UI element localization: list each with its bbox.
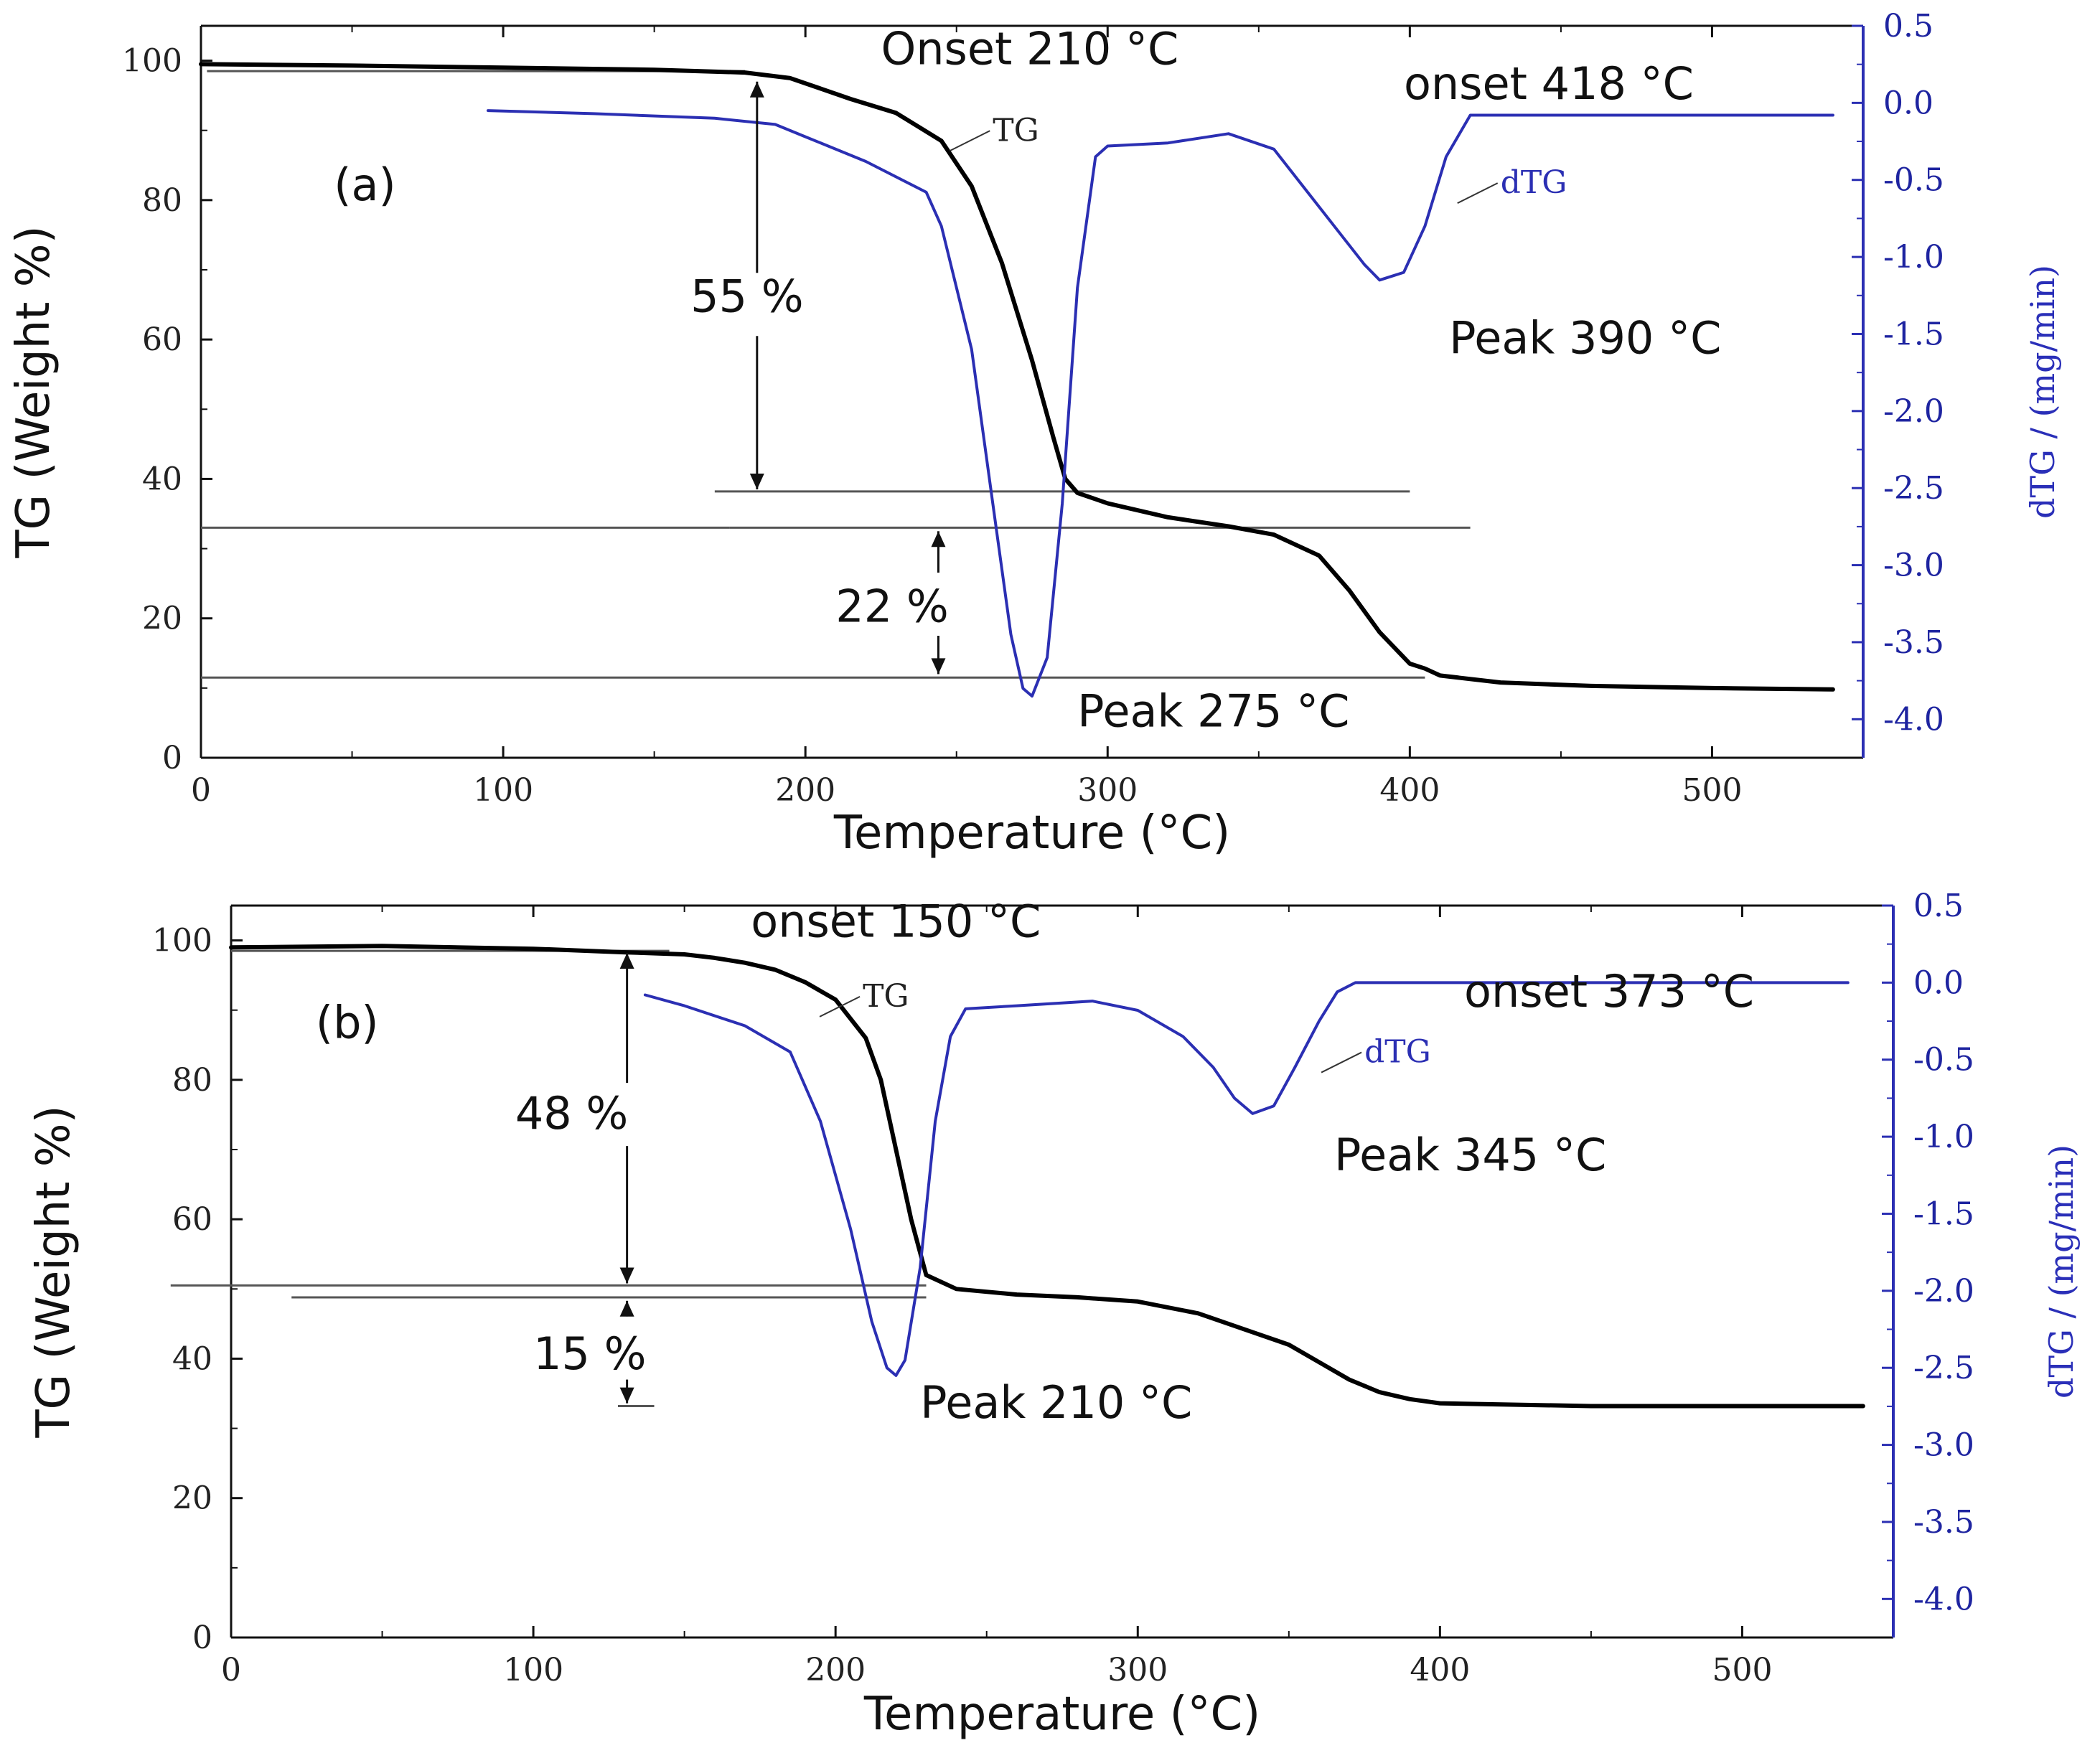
y-tick-label: 20 <box>172 1480 212 1517</box>
y-axis-title: TG (Weight %) <box>27 1105 80 1438</box>
y-tick-label: 100 <box>152 923 212 959</box>
y2-axis-title: dTG / (mg/min) <box>2023 265 2062 519</box>
y2-tick-label: -0.5 <box>1913 1042 1974 1079</box>
y2-tick-label: 0.5 <box>1913 888 1964 924</box>
annotation: onset 150 °C <box>751 896 1041 948</box>
x-tick-label: 200 <box>775 772 835 809</box>
x-tick-label: 0 <box>191 772 211 809</box>
y-tick-label: 80 <box>142 182 182 219</box>
y2-tick-label: -3.0 <box>1913 1427 1974 1464</box>
double-arrow <box>931 531 946 675</box>
annotation: 48 % <box>515 1087 629 1140</box>
arrow-head-end <box>931 658 946 675</box>
x-tick-label: 200 <box>805 1652 866 1688</box>
y2-tick-label: -2.5 <box>1883 470 1944 507</box>
annotation: Peak 345 °C <box>1334 1129 1606 1181</box>
annotation: (a) <box>334 159 395 211</box>
tg-label: TG <box>863 978 909 1015</box>
tg-curve <box>199 62 1835 692</box>
arrow-head-start <box>619 1300 634 1317</box>
label-leader <box>949 130 990 152</box>
tg-curve <box>229 944 1865 1409</box>
x-tick-label: 0 <box>221 1652 241 1688</box>
y2-tick-label: -2.0 <box>1913 1273 1974 1310</box>
label-leader <box>1457 182 1499 205</box>
annotation: Peak 210 °C <box>920 1376 1192 1429</box>
double-arrow <box>619 953 634 1284</box>
y2-tick-label: 0.0 <box>1883 85 1933 121</box>
annotation: 55 % <box>690 270 804 322</box>
arrow-head-end <box>619 1387 634 1404</box>
y2-axis-title: dTG / (mg/min) <box>2042 1145 2081 1399</box>
x-tick-label: 400 <box>1379 772 1440 809</box>
y2-tick-label: -1.5 <box>1883 316 1944 352</box>
x-tick-label: 500 <box>1682 772 1742 809</box>
y2-tick-label: 0.5 <box>1883 8 1933 44</box>
y2-tick-label: -1.5 <box>1913 1195 1974 1232</box>
annotation: onset 418 °C <box>1404 57 1694 110</box>
y-tick-label: 40 <box>172 1340 212 1377</box>
y-tick-label: 20 <box>142 601 182 637</box>
y2-tick-label: -1.0 <box>1913 1119 1974 1155</box>
dtg-label: dTG <box>1364 1034 1431 1071</box>
arrow-head-end <box>749 474 764 489</box>
arrow-head-end <box>619 1267 634 1284</box>
y-tick-label: 60 <box>142 321 182 358</box>
dtg-curve <box>643 981 1850 1377</box>
y-axis-title: TG (Weight %) <box>7 225 60 558</box>
dtg-curve <box>487 109 1834 698</box>
y2-tick-label: -2.5 <box>1913 1350 1974 1386</box>
y-tick-label: 60 <box>172 1201 212 1238</box>
tg-label: TG <box>993 112 1039 149</box>
label-leader <box>819 995 861 1018</box>
arrow-head-start <box>619 953 634 969</box>
x-tick-label: 500 <box>1712 1652 1772 1688</box>
x-tick-label: 100 <box>503 1652 563 1688</box>
annotation: Peak 390 °C <box>1449 312 1721 365</box>
arrow-head-start <box>749 81 764 98</box>
label-leader <box>1321 1051 1362 1073</box>
annotation: Onset 210 °C <box>881 22 1178 75</box>
panel-b: 0 100 200 300 400 500 0 20 40 60 80 100 0.5 0.0 -0.5 -1… <box>27 888 2081 1741</box>
x-tick-label: 400 <box>1410 1652 1470 1688</box>
annotation: Peak 275 °C <box>1077 685 1349 737</box>
annotation: onset 373 °C <box>1464 965 1754 1018</box>
y2-tick-label: -0.5 <box>1883 162 1944 199</box>
y2-tick-label: 0.0 <box>1913 964 1964 1001</box>
x-axis-title: Temperature (°C) <box>833 807 1230 860</box>
annotation: 15 % <box>533 1328 647 1380</box>
x-tick-label: 100 <box>473 772 533 809</box>
dtg-label: dTG <box>1501 164 1567 201</box>
annotation: (b) <box>316 997 379 1049</box>
y-tick-label: 80 <box>172 1062 212 1099</box>
double-arrow <box>619 1300 634 1404</box>
y-tick-label: 100 <box>122 43 182 80</box>
y2-tick-label: -2.0 <box>1883 393 1944 430</box>
annotation: 22 % <box>835 581 949 633</box>
y2-tick-label: -3.5 <box>1913 1504 1974 1541</box>
y2-tick-label: -1.0 <box>1883 239 1944 276</box>
y-tick-label: 40 <box>142 461 182 497</box>
y-tick-label: 0 <box>162 740 182 776</box>
x-tick-label: 300 <box>1107 1652 1168 1688</box>
x-axis-title: Temperature (°C) <box>863 1688 1260 1741</box>
y2-tick-label: -4.0 <box>1883 701 1944 738</box>
y2-tick-label: -3.0 <box>1883 548 1944 584</box>
y2-tick-label: -3.5 <box>1883 624 1944 661</box>
panel-a: 0 100 200 300 400 500 0 20 40 60 80 100 0.5 0.0 -0.5 -1… <box>7 8 2062 860</box>
arrow-head-start <box>931 531 946 548</box>
y2-tick-label: -4.0 <box>1913 1581 1974 1617</box>
double-arrow <box>749 81 764 489</box>
x-tick-label: 300 <box>1077 772 1138 809</box>
y-tick-label: 0 <box>192 1620 212 1656</box>
